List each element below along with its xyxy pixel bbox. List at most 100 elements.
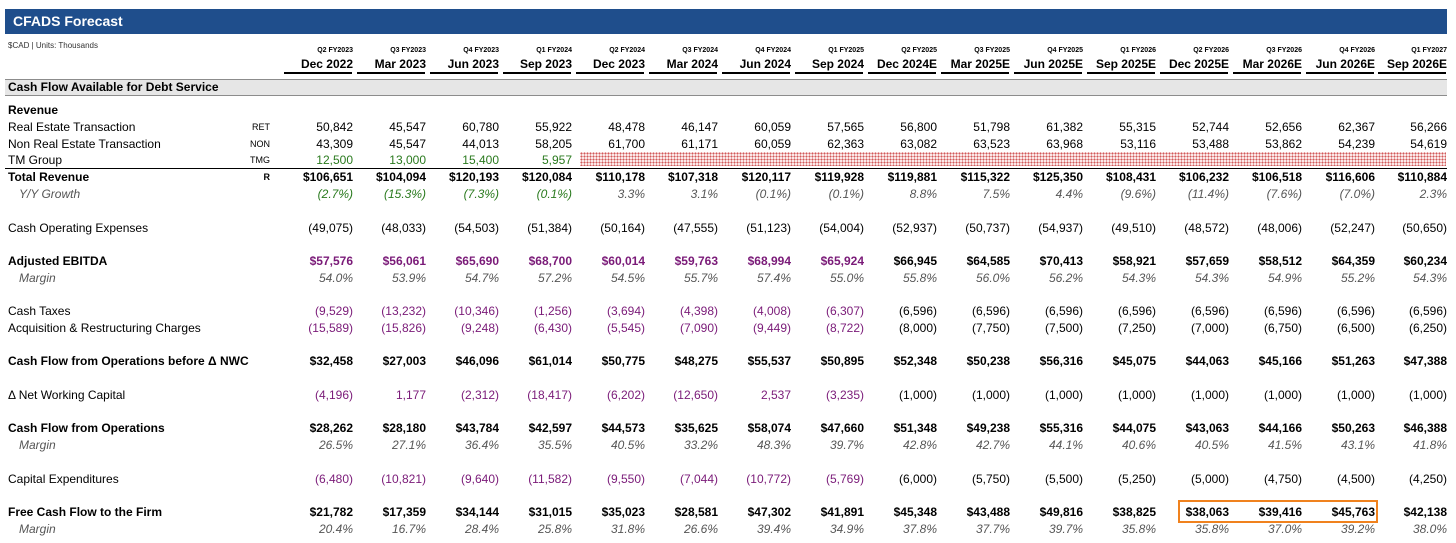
- table-cell: (9,529): [314, 304, 353, 318]
- table-cell: 53,488: [1192, 137, 1229, 151]
- table-cell: (48,033): [381, 221, 426, 235]
- table-cell: 55.7%: [683, 271, 718, 285]
- table-cell: 54.3%: [1412, 271, 1447, 285]
- table-cell: 54.0%: [318, 271, 353, 285]
- table-cell: 57,565: [827, 120, 864, 134]
- table-cell: $60,014: [601, 254, 645, 268]
- table-cell: (8,000): [898, 321, 937, 335]
- table-row: Capital Expenditures (6,480) (10,821) (9,64…: [0, 471, 1456, 487]
- table-cell: 63,082: [900, 137, 937, 151]
- table-cell: $28,180: [382, 421, 426, 435]
- row-label: Margin: [19, 438, 56, 452]
- table-cell: 39.4%: [756, 522, 791, 536]
- table-cell: 55.2%: [1340, 271, 1375, 285]
- table-cell: (9,449): [752, 321, 791, 335]
- table-row: Total Revenue R $106,651 $104,094 $120,193 $1…: [0, 169, 1456, 185]
- period-fy-label: Q4 FY2026: [1339, 47, 1375, 54]
- table-cell: (4,500): [1336, 472, 1375, 486]
- table-cell: (11.4%): [1187, 187, 1229, 201]
- table-cell: 61,700: [608, 137, 645, 151]
- table-cell: 63,968: [1046, 137, 1083, 151]
- period-date-label: Sep 2026E: [1386, 57, 1447, 71]
- table-cell: (48,006): [1257, 221, 1302, 235]
- table-cell: (7.3%): [463, 187, 499, 201]
- period-underline: [1378, 72, 1446, 74]
- table-row: Free Cash Flow to the Firm $21,782 $17,359…: [0, 504, 1456, 520]
- table-cell: (1,000): [1190, 388, 1229, 402]
- period-underline: [722, 72, 790, 74]
- table-cell: $21,782: [309, 505, 353, 519]
- period-fy-label: Q3 FY2025: [974, 47, 1010, 54]
- table-cell: 63,523: [973, 137, 1010, 151]
- table-cell: $65,690: [455, 254, 499, 268]
- period-underline: [503, 72, 571, 74]
- table-cell: (0.1%): [536, 187, 572, 201]
- table-row: Cash Operating Expenses (49,075) (48,033) (…: [0, 220, 1456, 236]
- period-underline: [357, 72, 425, 74]
- table-cell: $28,581: [674, 505, 718, 519]
- table-cell: (5,750): [971, 472, 1010, 486]
- row-code: TMG: [250, 155, 270, 165]
- period-date-label: Dec 2023: [592, 57, 645, 71]
- table-cell: 44,013: [462, 137, 499, 151]
- period-fy-label: Q1 FY2025: [828, 47, 864, 54]
- table-cell: (49,075): [308, 221, 353, 235]
- table-cell: 27.1%: [391, 438, 426, 452]
- table-cell: 16.7%: [391, 522, 426, 536]
- table-cell: (6,596): [971, 304, 1010, 318]
- row-label: TM Group: [8, 153, 63, 167]
- table-row: Adjusted EBITDA $57,576 $56,061 $65,690 $68,…: [0, 253, 1456, 269]
- row-code: RET: [252, 122, 270, 132]
- period-fy-label: Q2 FY2023: [317, 47, 353, 54]
- period-underline: [941, 72, 1009, 74]
- table-cell: 60,780: [462, 120, 499, 134]
- table-cell: 40.5%: [610, 438, 645, 452]
- table-cell: 33.2%: [683, 438, 718, 452]
- table-cell: $110,178: [595, 170, 645, 184]
- table-cell: 13,000: [389, 153, 426, 167]
- table-row: Cash Taxes (9,529) (13,232) (10,346) (1,256)…: [0, 303, 1456, 319]
- table-cell: $41,891: [820, 505, 864, 519]
- table-cell: (5,545): [606, 321, 645, 335]
- table-cell: 51,798: [973, 120, 1010, 134]
- table-cell: (4,250): [1408, 472, 1447, 486]
- table-cell: (4,196): [314, 388, 353, 402]
- table-cell: 3.1%: [690, 187, 718, 201]
- table-row: TM Group TMG 12,500 13,000 15,400 5,957: [0, 152, 1456, 168]
- table-cell: $39,416: [1258, 505, 1302, 519]
- table-cell: (11,582): [528, 472, 572, 486]
- table-cell: $110,884: [1397, 170, 1447, 184]
- table-cell: (5,250): [1117, 472, 1156, 486]
- table-cell: $47,388: [1403, 354, 1447, 368]
- table-cell: 57.4%: [756, 271, 791, 285]
- table-cell: 56,266: [1410, 120, 1447, 134]
- table-row: Margin 20.4% 16.7% 28.4% 25.8% 31.8% 26.6% 39.4…: [0, 521, 1456, 537]
- table-cell: (1,000): [1044, 388, 1083, 402]
- table-cell: $51,348: [893, 421, 937, 435]
- table-cell: 54.3%: [1194, 271, 1229, 285]
- table-cell: $32,458: [309, 354, 353, 368]
- table-cell: $58,921: [1112, 254, 1156, 268]
- table-cell: $51,263: [1331, 354, 1375, 368]
- table-cell: $106,232: [1178, 170, 1229, 184]
- table-cell: 41.8%: [1412, 438, 1447, 452]
- table-cell: 36.4%: [464, 438, 499, 452]
- sheet-title: CFADS Forecast: [5, 9, 1447, 34]
- table-cell: $58,512: [1258, 254, 1302, 268]
- row-label: Margin: [19, 522, 56, 536]
- period-fy-label: Q3 FY2026: [1266, 47, 1302, 54]
- table-cell: 35.8%: [1121, 522, 1156, 536]
- period-underline: [576, 72, 644, 74]
- table-cell: $35,023: [601, 505, 645, 519]
- table-cell: 45,547: [389, 137, 426, 151]
- table-cell: $56,061: [382, 254, 426, 268]
- table-cell: (4,398): [679, 304, 718, 318]
- table-cell: 53,862: [1265, 137, 1302, 151]
- row-label: Cash Flow from Operations before Δ NWC: [8, 354, 249, 368]
- table-cell: 2.3%: [1419, 187, 1447, 201]
- table-cell: (3,694): [606, 304, 645, 318]
- table-cell: (12,650): [673, 388, 718, 402]
- period-fy-label: Q3 FY2024: [682, 47, 718, 54]
- table-cell: (6,202): [606, 388, 645, 402]
- section-header: Cash Flow Available for Debt Service: [5, 79, 1447, 96]
